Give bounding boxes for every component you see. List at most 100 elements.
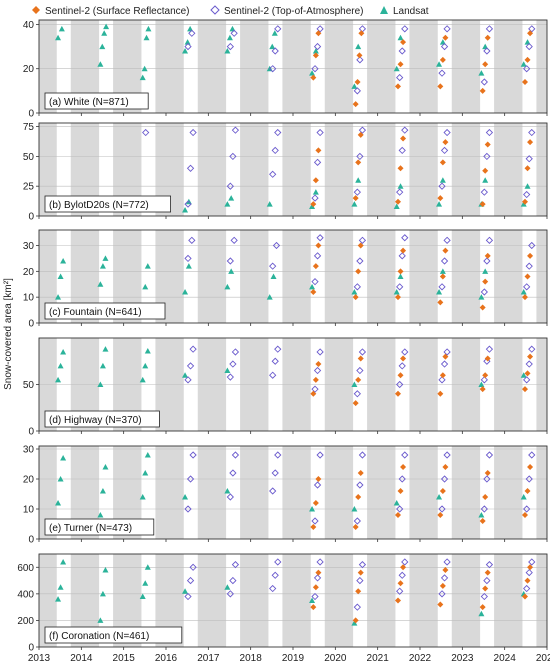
point-toa [485, 345, 494, 353]
point-landsat [439, 268, 446, 274]
point-landsat [397, 183, 404, 189]
point-toa [480, 592, 488, 601]
winter-band [39, 446, 57, 539]
winter-band [536, 230, 547, 323]
point-toa [271, 357, 279, 365]
point-toa [316, 558, 324, 566]
point-sr [352, 195, 359, 202]
point-toa [358, 560, 367, 569]
point-sr [482, 278, 489, 285]
y-tick-label: 50 [23, 380, 35, 391]
point-sr [397, 488, 404, 494]
point-sr [521, 386, 528, 393]
point-toa [230, 29, 238, 37]
point-toa [189, 345, 197, 353]
point-landsat [145, 25, 152, 32]
point-sr [437, 601, 444, 608]
y-tick-label: 600 [17, 563, 34, 574]
point-landsat [524, 183, 531, 189]
legend-label: Landsat [393, 6, 429, 17]
point-landsat [139, 494, 146, 500]
point-sr [356, 52, 363, 59]
point-landsat [143, 34, 150, 41]
legend-marker-sr [32, 6, 40, 14]
point-toa [226, 590, 234, 598]
winter-band [282, 20, 311, 113]
point-sr [310, 201, 317, 208]
point-toa [398, 475, 406, 483]
winter-band [536, 554, 547, 647]
point-sr [394, 597, 401, 604]
legend-item: Sentinel-2 (Surface Reflectance) [32, 6, 190, 17]
point-sr [394, 512, 401, 518]
winter-band [197, 123, 227, 216]
point-sr [315, 242, 322, 249]
winter-band [494, 446, 523, 539]
point-landsat [309, 506, 316, 512]
point-sr [312, 263, 319, 270]
winter-band [240, 446, 269, 539]
legend: Sentinel-2 (Surface Reflectance) Sentinel… [32, 5, 429, 17]
point-toa [271, 47, 279, 55]
point-toa [189, 128, 197, 137]
winter-band [324, 230, 354, 323]
point-landsat [226, 34, 233, 41]
point-sr [442, 464, 449, 470]
point-sr [521, 593, 528, 600]
point-landsat [57, 584, 64, 590]
winter-band [494, 230, 523, 323]
point-landsat [224, 201, 231, 207]
x-tick-label: 2019 [282, 653, 305, 664]
winter-band [197, 230, 227, 323]
point-toa [525, 262, 533, 270]
y-tick-label: 0 [28, 535, 34, 546]
point-sr [400, 464, 407, 470]
point-toa [528, 345, 536, 353]
winter-band [39, 230, 57, 323]
point-landsat [520, 289, 527, 295]
y-tick-label: 50 [23, 152, 35, 163]
point-toa [523, 584, 531, 593]
panel-3: 0 10 20 30 (c) Fountain (N=641) [23, 229, 548, 330]
point-toa [358, 126, 367, 134]
point-toa [523, 65, 531, 73]
point-toa [356, 576, 364, 585]
panel-label-box [44, 195, 171, 213]
point-sr [400, 355, 407, 362]
panel-label: (f) Coronation (N=461) [44, 626, 183, 644]
point-toa [316, 234, 324, 242]
point-toa [274, 25, 282, 33]
point-toa [440, 360, 449, 368]
point-toa [274, 451, 282, 459]
point-sr [484, 34, 491, 41]
point-sr [394, 390, 401, 397]
point-toa [231, 451, 240, 459]
winter-band [409, 230, 438, 323]
point-toa [480, 78, 488, 86]
y-tick-label: 20 [23, 64, 35, 75]
point-toa [401, 348, 409, 356]
panel-label-text: (b) BylotD20s (N=772) [49, 200, 149, 211]
point-sr [397, 165, 404, 172]
point-toa [313, 481, 322, 489]
x-tick-label: 2023 [451, 653, 474, 664]
point-landsat [397, 273, 404, 279]
x-tick-label: 2016 [155, 653, 178, 664]
point-toa [440, 42, 449, 51]
point-landsat [436, 61, 443, 67]
point-landsat [393, 500, 400, 506]
point-landsat [393, 65, 400, 72]
point-sr [521, 79, 528, 85]
point-toa [440, 257, 449, 265]
point-toa [523, 190, 531, 199]
point-sr [484, 141, 491, 148]
winter-band [409, 554, 438, 647]
point-landsat [351, 506, 358, 512]
point-landsat [102, 464, 109, 470]
point-sr [355, 268, 362, 275]
panel-label-text: (f) Coronation (N=461) [49, 631, 149, 642]
y-tick-label: 30 [23, 241, 35, 252]
point-toa [353, 517, 361, 525]
point-toa [398, 571, 406, 579]
point-landsat [97, 617, 104, 623]
